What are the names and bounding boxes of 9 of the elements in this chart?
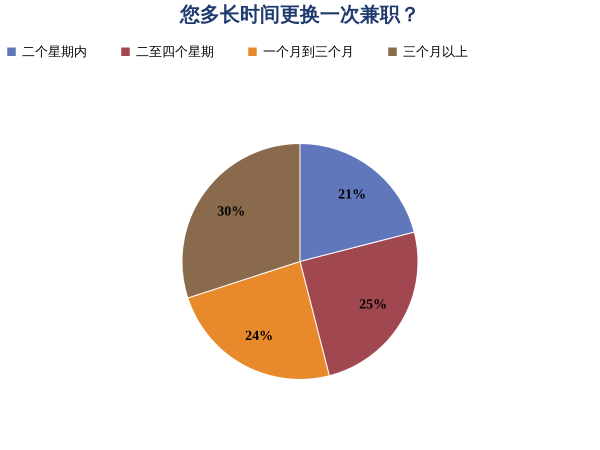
data-label: 30% [217,204,246,220]
data-label: 21% [338,187,366,202]
legend-label: 二至四个星期 [136,44,214,60]
legend-label: 二个星期内 [22,44,87,60]
data-label: 24% [245,328,274,344]
chart-title: 您多长时间更换一次兼职？ [179,2,420,26]
legend-label: 三个月以上 [403,44,468,60]
data-label: 25% [359,298,388,313]
legend-label: 一个月到三个月 [263,44,354,60]
